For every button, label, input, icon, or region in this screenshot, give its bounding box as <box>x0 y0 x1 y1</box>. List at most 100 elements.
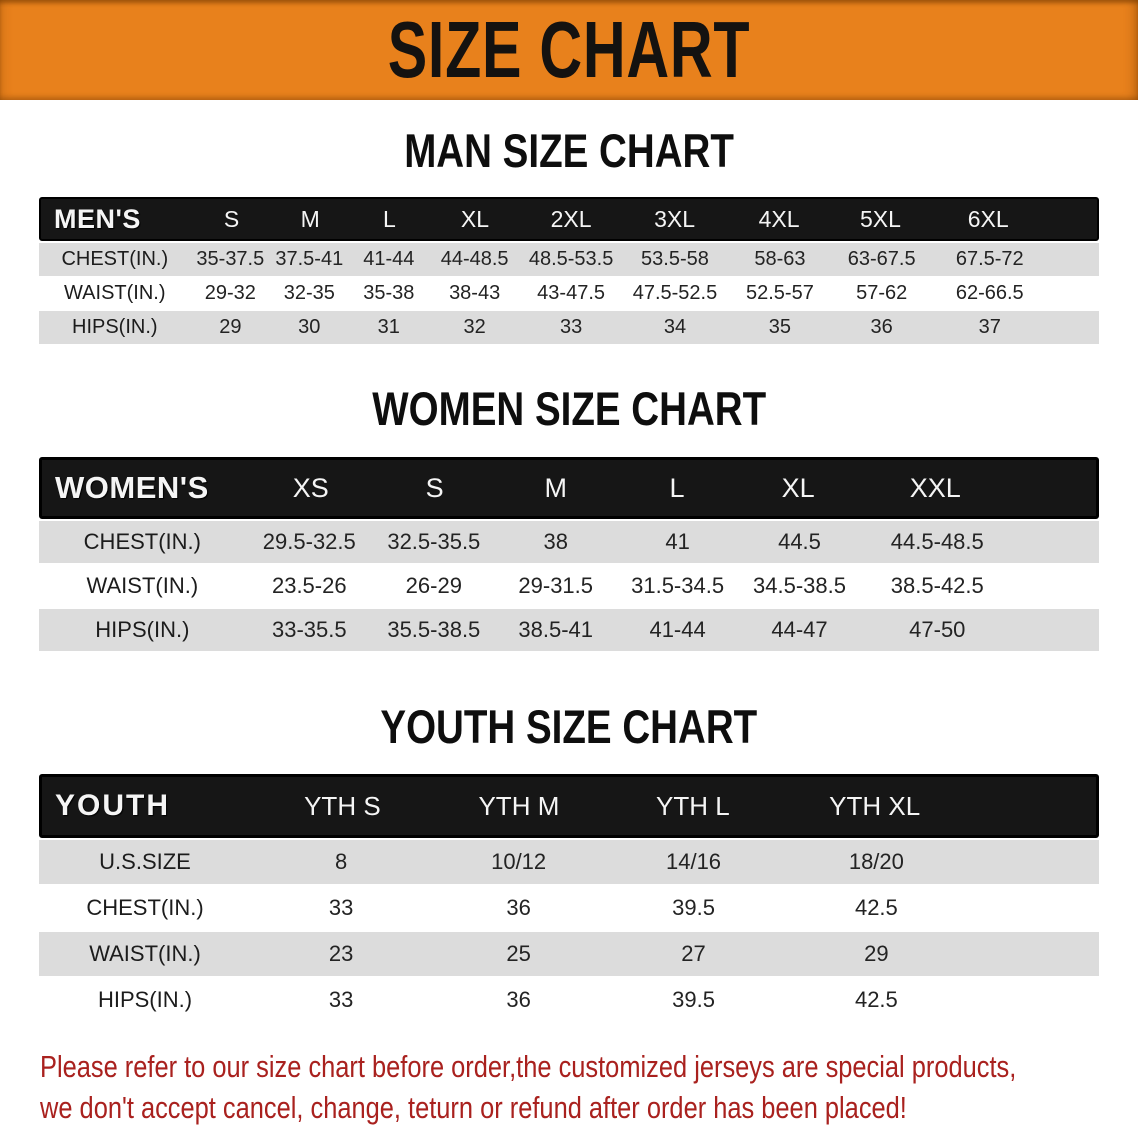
table-cell: 57-62 <box>856 282 908 304</box>
size-column-header: XL <box>781 472 815 503</box>
row-label: CHEST(IN.) <box>86 895 204 920</box>
size-column-header: M <box>300 205 320 232</box>
table-cell: 52.5-57 <box>745 282 814 304</box>
table-cell: 58-63 <box>754 248 806 270</box>
table-row: CHEST(IN.) 35-37.5 37.5-41 41-44 44-48.5 48.5… <box>39 243 1099 276</box>
table-cell: 47.5-52.5 <box>632 282 718 304</box>
youth-section-heading: YOUTH SIZE CHART <box>0 703 1138 750</box>
row-label: CHEST(IN.) <box>61 248 169 270</box>
table-cell: 35 <box>768 316 792 338</box>
youth-table-header-row: YOUTH YTH S YTH M YTH L YTH XL <box>39 774 1099 838</box>
table-cell: 29-31.5 <box>518 573 594 598</box>
table-cell: 36 <box>870 316 893 338</box>
table-cell: 33 <box>328 987 354 1012</box>
table-cell: 29-32 <box>204 282 256 304</box>
size-column-header: 6XL <box>967 205 1009 232</box>
table-cell: 44.5-48.5 <box>890 529 984 554</box>
women-size-section: WOMEN SIZE CHART WOMEN'S XS S M L XL XXL CHES… <box>0 385 1138 651</box>
size-column-header: YTH M <box>478 790 560 821</box>
table-cell: 29.5-32.5 <box>262 529 356 554</box>
size-column-header: 3XL <box>654 205 696 232</box>
table-cell: 23 <box>328 941 354 966</box>
men-table-header-label: MEN'S <box>54 203 141 234</box>
row-label: U.S.SIZE <box>99 849 191 874</box>
table-row: CHEST(IN.) 29.5-32.5 32.5-35.5 38 41 44.5 44.5… <box>39 521 1099 563</box>
size-column-header: YTH L <box>655 790 730 821</box>
table-cell: 36 <box>506 895 531 920</box>
table-cell: 42.5 <box>854 987 898 1012</box>
table-cell: 33-35.5 <box>271 617 347 642</box>
women-table-header-row: WOMEN'S XS S M L XL XXL <box>39 457 1099 519</box>
table-cell: 33 <box>559 316 583 338</box>
table-row: WAIST(IN.) 23.5-26 26-29 29-31.5 31.5-34.5 34… <box>39 565 1099 607</box>
table-cell: 10/12 <box>491 849 547 874</box>
youth-section-heading-text: YOUTH SIZE CHART <box>380 700 758 753</box>
table-cell: 41 <box>665 529 690 554</box>
disclaimer-line-1: Please refer to our size chart before or… <box>40 1049 1017 1084</box>
table-row: HIPS(IN.) 33 36 39.5 42.5 <box>39 978 1099 1022</box>
size-chart-banner: SIZE CHART <box>0 0 1138 100</box>
table-cell: 44-47 <box>771 617 828 642</box>
table-cell: 30 <box>298 316 321 338</box>
size-column-header: YTH XL <box>829 790 921 821</box>
table-cell: 29 <box>219 316 242 338</box>
size-column-header: 2XL <box>550 205 592 232</box>
table-cell: 42.5 <box>854 895 898 920</box>
table-cell: 44.5 <box>778 529 821 554</box>
table-cell: 35-38 <box>363 282 415 304</box>
men-size-table: MEN'S S M L XL 2XL 3XL 4XL 5XL 6XL CHEST(IN.) 35-… <box>39 197 1099 344</box>
size-column-header: S <box>425 472 444 503</box>
women-section-heading: WOMEN SIZE CHART <box>0 385 1138 432</box>
table-cell: 27 <box>681 941 706 966</box>
order-disclaimer: Please refer to our size chart before or… <box>40 1046 1138 1128</box>
table-cell: 38.5-42.5 <box>890 573 984 598</box>
table-cell: 47-50 <box>909 617 966 642</box>
table-cell: 38 <box>543 529 568 554</box>
table-cell: 37 <box>978 316 1001 338</box>
table-cell: 23.5-26 <box>271 573 347 598</box>
size-column-header: S <box>223 205 240 232</box>
table-cell: 41-44 <box>363 248 415 270</box>
youth-table-body: U.S.SIZE 8 10/12 14/16 18/20 CHEST(IN.) 33 36 39… <box>39 840 1099 1022</box>
youth-size-table: YOUTH YTH S YTH M YTH L YTH XL U.S.SIZE 8 10/… <box>39 774 1099 1022</box>
size-column-header: L <box>669 472 685 503</box>
youth-size-section: YOUTH SIZE CHART YOUTH YTH S YTH M YTH L YT… <box>0 703 1138 1022</box>
size-column-header: 5XL <box>860 205 901 232</box>
table-cell: 53.5-58 <box>641 248 709 270</box>
men-size-section: MAN SIZE CHART MEN'S S M L XL 2XL 3XL 4XL 5XL 6X… <box>0 127 1138 344</box>
table-row: HIPS(IN.) 29 30 31 32 33 34 35 36 37 <box>39 311 1099 344</box>
women-section-heading-text: WOMEN SIZE CHART <box>372 382 766 435</box>
table-row: U.S.SIZE 8 10/12 14/16 18/20 <box>39 840 1099 884</box>
table-cell: 31 <box>377 316 400 338</box>
table-cell: 38.5-41 <box>518 617 594 642</box>
men-table-header-row: MEN'S S M L XL 2XL 3XL 4XL 5XL 6XL <box>39 197 1099 241</box>
table-cell: 63-67.5 <box>847 248 916 270</box>
table-cell: 29 <box>864 941 889 966</box>
size-column-header: 4XL <box>758 205 800 232</box>
row-label: WAIST(IN.) <box>86 573 199 598</box>
table-row: CHEST(IN.) 33 36 39.5 42.5 <box>39 886 1099 930</box>
table-cell: 62-66.5 <box>955 282 1024 304</box>
table-cell: 36 <box>506 987 531 1012</box>
table-cell: 39.5 <box>672 895 715 920</box>
size-column-header: M <box>544 472 568 503</box>
table-cell: 41-44 <box>649 617 706 642</box>
row-label: HIPS(IN.) <box>72 316 158 338</box>
women-table-header-label: WOMEN'S <box>55 470 209 505</box>
table-cell: 32 <box>463 316 486 338</box>
women-size-table: WOMEN'S XS S M L XL XXL CHEST(IN.) 29.5-32.5 32… <box>39 457 1099 651</box>
youth-table-header-label: YOUTH <box>55 789 170 822</box>
women-table-body: CHEST(IN.) 29.5-32.5 32.5-35.5 38 41 44.5 44.5… <box>39 521 1099 651</box>
banner-title: SIZE CHART <box>387 5 751 94</box>
table-cell: 43-47.5 <box>537 282 606 304</box>
size-column-header: XL <box>460 205 490 232</box>
disclaimer-line-2: we don't accept cancel, change, teturn o… <box>40 1090 907 1125</box>
size-column-header: XXL <box>909 472 961 503</box>
size-column-header: YTH S <box>304 790 381 821</box>
row-label: HIPS(IN.) <box>97 987 193 1012</box>
men-section-heading: MAN SIZE CHART <box>0 127 1138 174</box>
table-cell: 14/16 <box>665 849 722 874</box>
table-cell: 25 <box>506 941 531 966</box>
table-row: HIPS(IN.) 33-35.5 35.5-38.5 38.5-41 41-44 44-… <box>39 609 1099 651</box>
table-cell: 31.5-34.5 <box>631 573 725 598</box>
